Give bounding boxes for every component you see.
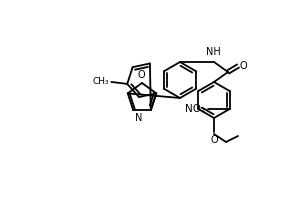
Text: CH₃: CH₃ xyxy=(93,77,109,86)
Text: NH: NH xyxy=(206,47,221,57)
Text: N: N xyxy=(135,113,142,123)
Text: O: O xyxy=(240,61,248,71)
Text: NO₂: NO₂ xyxy=(185,104,206,114)
Text: O: O xyxy=(137,70,145,80)
Text: O: O xyxy=(210,135,218,145)
